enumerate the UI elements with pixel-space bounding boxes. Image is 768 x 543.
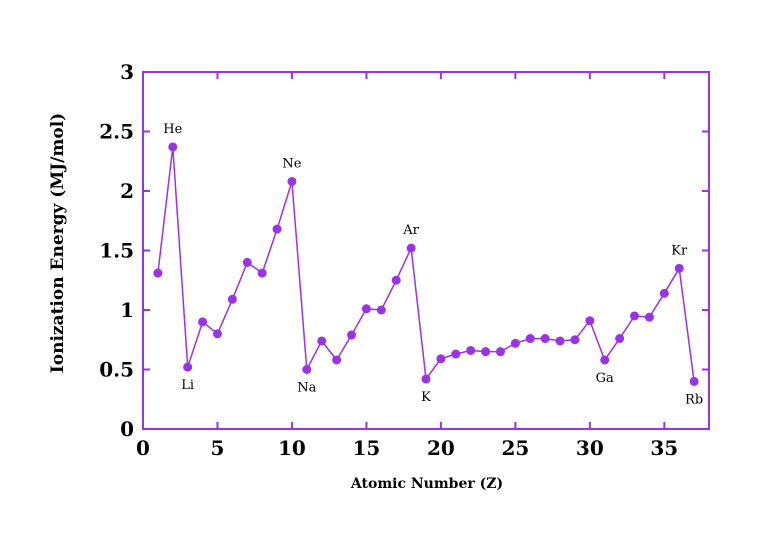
data-point <box>555 336 565 346</box>
element-label: He <box>163 122 182 137</box>
data-point <box>436 354 446 364</box>
data-point <box>451 349 461 359</box>
data-point <box>242 257 252 267</box>
data-point <box>227 294 237 304</box>
data-point <box>481 347 491 357</box>
data-point <box>168 142 178 152</box>
data-point <box>659 288 669 298</box>
data-point <box>585 316 595 326</box>
data-point <box>183 362 193 372</box>
x-tick-label: 30 <box>576 436 604 460</box>
y-tick-label: 3 <box>120 60 134 84</box>
y-tick-label: 1 <box>120 298 134 322</box>
data-point <box>361 304 371 314</box>
axis-ticks <box>142 71 709 430</box>
data-point <box>257 268 267 278</box>
data-point <box>317 336 327 346</box>
x-tick-label: 0 <box>136 436 150 460</box>
data-point <box>525 334 535 344</box>
data-point <box>153 268 163 278</box>
data-point <box>466 345 476 355</box>
element-label: Ar <box>402 223 419 238</box>
data-point <box>212 329 222 339</box>
data-point <box>347 330 357 340</box>
element-labels: He Li Ne Na Ar K Ga Kr Rb <box>163 122 703 407</box>
data-point <box>406 243 416 253</box>
y-axis-title: Ionization Energy (MJ/mol) <box>48 113 68 373</box>
data-points <box>153 142 699 386</box>
x-tick-label: 35 <box>650 436 678 460</box>
y-tick-label: 1.5 <box>99 239 134 263</box>
series-line <box>157 146 695 382</box>
x-tick-label: 5 <box>211 436 225 460</box>
data-point <box>540 334 550 344</box>
data-point <box>391 275 401 285</box>
y-tick-label: 0.5 <box>99 358 134 382</box>
x-tick-label: 10 <box>278 436 306 460</box>
data-point <box>495 347 505 357</box>
element-label: Kr <box>671 243 688 258</box>
data-point <box>376 305 386 315</box>
y-tick-label: 0 <box>120 417 134 441</box>
data-point <box>644 312 654 322</box>
data-point <box>674 263 684 273</box>
element-label: Ne <box>282 156 301 171</box>
x-axis-title: Atomic Number (Z) <box>350 476 503 492</box>
element-label: Li <box>181 378 194 393</box>
y-tick-label: 2.5 <box>99 120 134 144</box>
data-point <box>421 374 431 384</box>
data-point <box>689 376 699 386</box>
data-point <box>600 355 610 365</box>
x-tick-label: 20 <box>427 436 455 460</box>
data-point <box>287 176 297 186</box>
element-label: K <box>421 390 431 405</box>
y-tick-label: 2 <box>120 179 134 203</box>
data-point <box>302 365 312 374</box>
data-point <box>510 338 520 348</box>
data-point <box>615 334 625 344</box>
data-point <box>570 335 580 345</box>
data-point <box>198 317 208 327</box>
element-label: Rb <box>685 392 703 407</box>
data-point <box>272 224 282 234</box>
element-label: Na <box>297 381 316 396</box>
data-point <box>332 355 342 365</box>
data-point <box>630 311 640 321</box>
axis-tick-labels: 0 5 10 15 20 25 30 35 0 0.5 1 1.5 2 2.5 3 <box>99 60 678 460</box>
x-tick-label: 25 <box>501 436 529 460</box>
element-label: Ga <box>596 371 614 386</box>
x-tick-label: 15 <box>352 436 380 460</box>
